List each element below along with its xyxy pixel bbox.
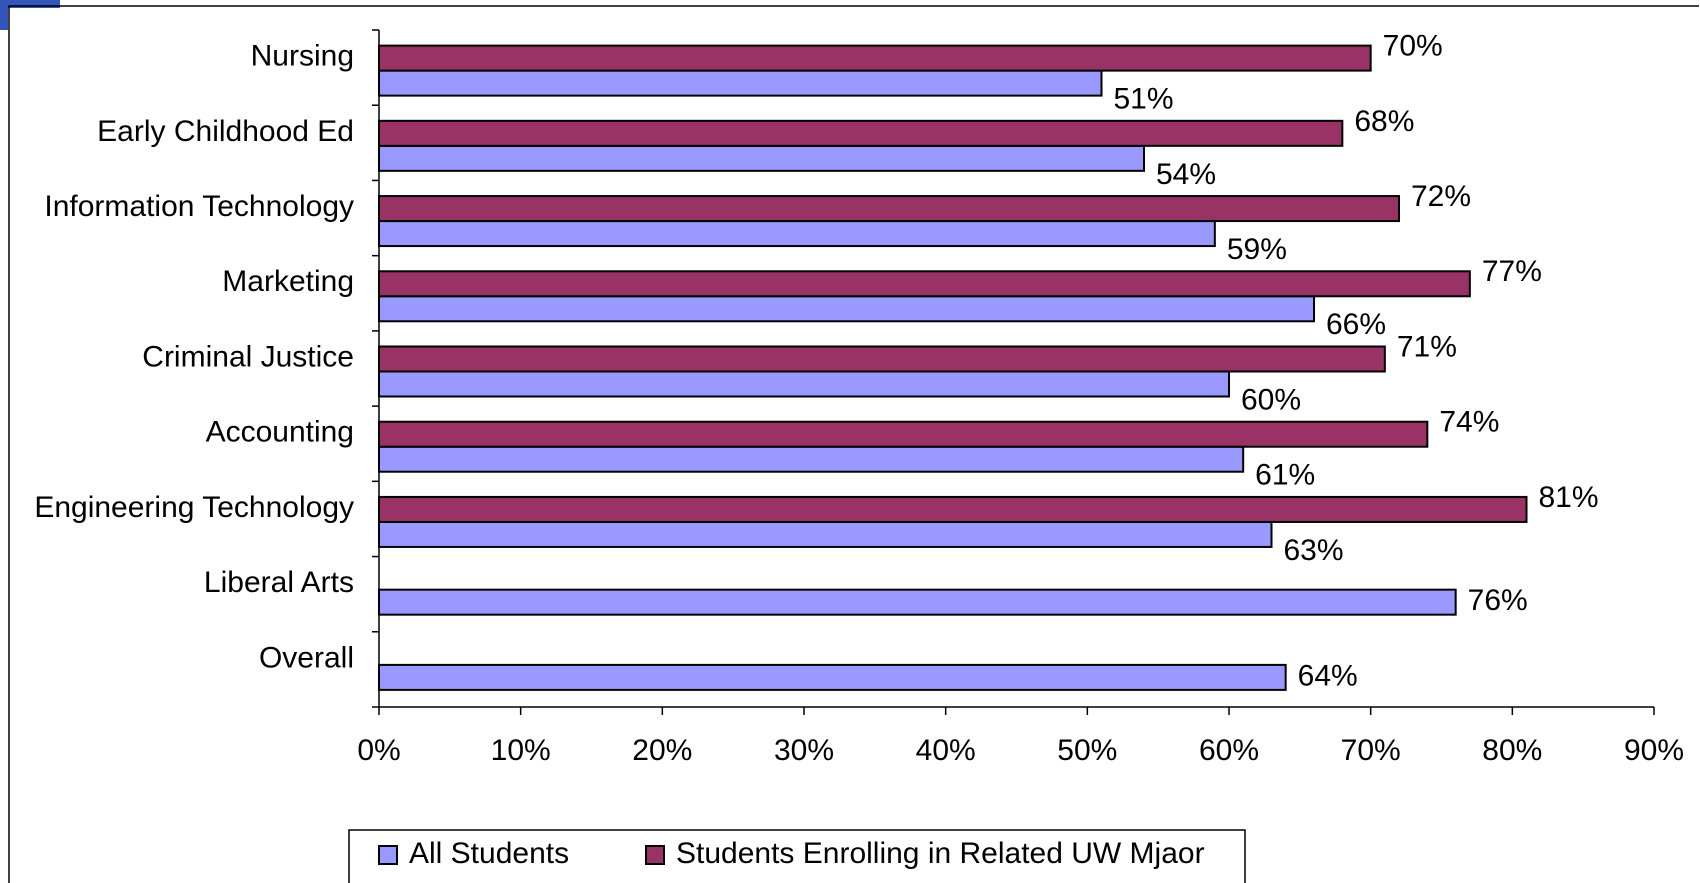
value-label: 71% <box>1397 330 1457 363</box>
value-label: 77% <box>1482 255 1542 288</box>
value-label: 59% <box>1227 233 1287 266</box>
value-label: 64% <box>1298 659 1358 692</box>
legend-label: Students Enrolling in Related UW Mjaor <box>676 837 1205 870</box>
x-tick-label: 40% <box>916 734 976 767</box>
x-tick-label: 20% <box>632 734 692 767</box>
value-label: 72% <box>1411 180 1471 213</box>
y-tick-label: Criminal Justice <box>142 340 354 373</box>
x-tick-label: 0% <box>357 734 400 767</box>
value-label: 63% <box>1284 534 1344 567</box>
bar <box>378 69 1103 97</box>
x-tick-label: 70% <box>1341 734 1401 767</box>
value-label: 76% <box>1468 584 1528 617</box>
legend-swatch <box>378 845 398 865</box>
value-label: 74% <box>1439 406 1499 439</box>
corner-decoration <box>0 0 8 30</box>
bar <box>378 270 1471 298</box>
y-tick-label: Early Childhood Ed <box>97 115 354 148</box>
bar <box>378 295 1315 323</box>
bar <box>378 663 1287 691</box>
bar <box>378 495 1528 523</box>
value-label: 70% <box>1383 30 1443 63</box>
bar <box>378 44 1372 72</box>
legend-swatch <box>645 845 665 865</box>
bar <box>378 420 1429 448</box>
bar <box>378 445 1245 473</box>
bar <box>378 119 1344 147</box>
y-tick-label: Nursing <box>251 40 354 73</box>
y-tick-label: Overall <box>259 641 354 674</box>
x-tick-label: 30% <box>774 734 834 767</box>
x-tick-label: 10% <box>491 734 551 767</box>
value-label: 66% <box>1326 308 1386 341</box>
y-tick-label: Engineering Technology <box>34 491 354 524</box>
value-label: 54% <box>1156 158 1216 191</box>
value-label: 51% <box>1114 83 1174 116</box>
value-label: 68% <box>1354 105 1414 138</box>
bar <box>378 588 1457 616</box>
value-label: 61% <box>1255 459 1315 492</box>
corner-decoration <box>0 0 60 8</box>
bar <box>378 220 1216 248</box>
legend-label: All Students <box>409 837 569 870</box>
x-tick-label: 90% <box>1624 734 1684 767</box>
bar <box>378 520 1273 548</box>
bar <box>378 345 1386 373</box>
bar <box>378 370 1230 398</box>
y-tick-label: Liberal Arts <box>204 566 354 599</box>
y-tick-label: Information Technology <box>44 190 354 223</box>
bar <box>378 195 1400 223</box>
legend-box <box>348 829 1246 883</box>
bar <box>378 144 1145 172</box>
frame <box>8 5 1699 883</box>
value-label: 60% <box>1241 383 1301 416</box>
y-tick-label: Marketing <box>222 265 354 298</box>
x-tick-label: 50% <box>1057 734 1117 767</box>
x-tick-label: 60% <box>1199 734 1259 767</box>
value-label: 81% <box>1539 481 1599 514</box>
x-tick-label: 80% <box>1482 734 1542 767</box>
y-tick-label: Accounting <box>206 416 354 449</box>
